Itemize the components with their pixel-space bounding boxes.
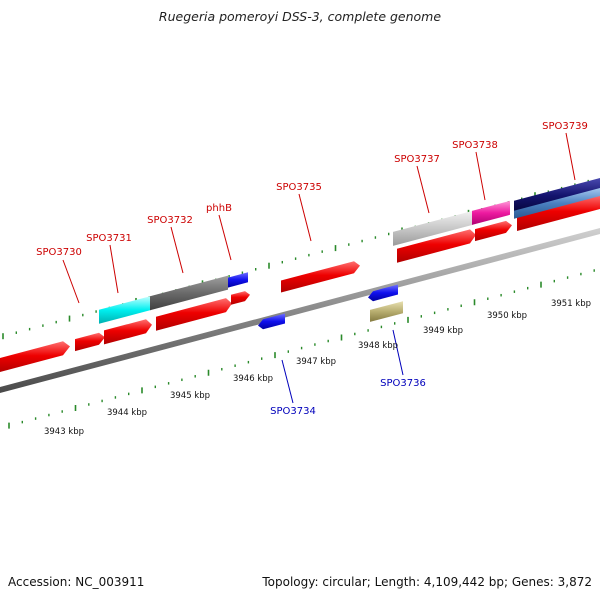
scale-label: 3950 kbp <box>487 311 527 321</box>
gene-leader-line <box>170 226 184 274</box>
gene-feature <box>228 272 248 288</box>
gene-feature <box>150 275 228 311</box>
scale-tick-ring <box>8 269 595 429</box>
gene-feature <box>472 200 510 225</box>
gene-feature <box>104 319 152 345</box>
gene-leader-line <box>218 214 232 261</box>
scale-label: 3949 kbp <box>423 326 463 336</box>
gene-leader-line <box>62 259 80 304</box>
scale-label: 3948 kbp <box>358 341 398 351</box>
gene-label-spo3735: SPO3735 <box>276 182 322 193</box>
gene-feature <box>156 298 232 331</box>
gene-feature <box>231 291 250 305</box>
gene-label-spo3736: SPO3736 <box>380 378 426 389</box>
accession-text: Accession: NC_003911 <box>8 575 145 589</box>
gene-feature <box>0 341 70 372</box>
gene-feature <box>475 220 512 242</box>
genome-summary-text: Topology: circular; Length: 4,109,442 bp… <box>262 575 592 589</box>
gene-label-phhb: phhB <box>206 203 232 214</box>
gene-label-spo3732: SPO3732 <box>147 215 193 226</box>
scale-label: 3943 kbp <box>44 427 84 437</box>
gene-leader-line <box>416 165 430 214</box>
gene-feature <box>258 313 285 330</box>
scale-label: 3945 kbp <box>170 391 210 401</box>
gene-label-spo3739: SPO3739 <box>542 121 588 132</box>
gene-label-spo3737: SPO3737 <box>394 154 440 165</box>
gene-features <box>0 178 600 372</box>
scale-label-layer: 3943 kbp 3944 kbp 3945 kbp 3946 kbp 3947 kbp… <box>44 299 591 437</box>
gene-label-spo3730: SPO3730 <box>36 247 82 258</box>
gene-feature <box>517 195 600 231</box>
gene-feature <box>397 229 476 263</box>
gene-feature <box>370 301 403 322</box>
gene-feature <box>514 188 600 219</box>
gene-leader-line <box>298 193 312 242</box>
gene-label-layer: SPO3730 SPO3731 SPO3732 phhB SPO3735 SPO3737 S… <box>36 121 588 417</box>
map-title: Ruegeria pomeroyi DSS-3, complete genome <box>158 9 442 24</box>
gene-feature <box>75 332 105 352</box>
scale-label: 3951 kbp <box>551 299 591 309</box>
gene-leader-line <box>281 359 294 404</box>
gene-label-spo3731: SPO3731 <box>86 233 132 244</box>
gene-label-spo3734: SPO3734 <box>270 406 316 417</box>
genome-backbone <box>0 228 600 393</box>
gene-feature <box>514 178 600 213</box>
scale-label: 3946 kbp <box>233 374 273 384</box>
gene-feature <box>99 296 151 324</box>
gene-feature <box>368 284 398 302</box>
gene-label-spo3738: SPO3738 <box>452 140 498 151</box>
gene-leader-line <box>475 151 486 201</box>
gene-leader-line <box>109 244 119 294</box>
gene-leader-line <box>565 132 576 181</box>
gene-label-leaders <box>62 132 576 404</box>
scale-label: 3947 kbp <box>296 357 336 367</box>
gene-feature <box>281 261 360 293</box>
gene-leader-line <box>392 329 404 376</box>
scale-label: 3944 kbp <box>107 408 147 418</box>
gene-feature <box>393 210 473 246</box>
